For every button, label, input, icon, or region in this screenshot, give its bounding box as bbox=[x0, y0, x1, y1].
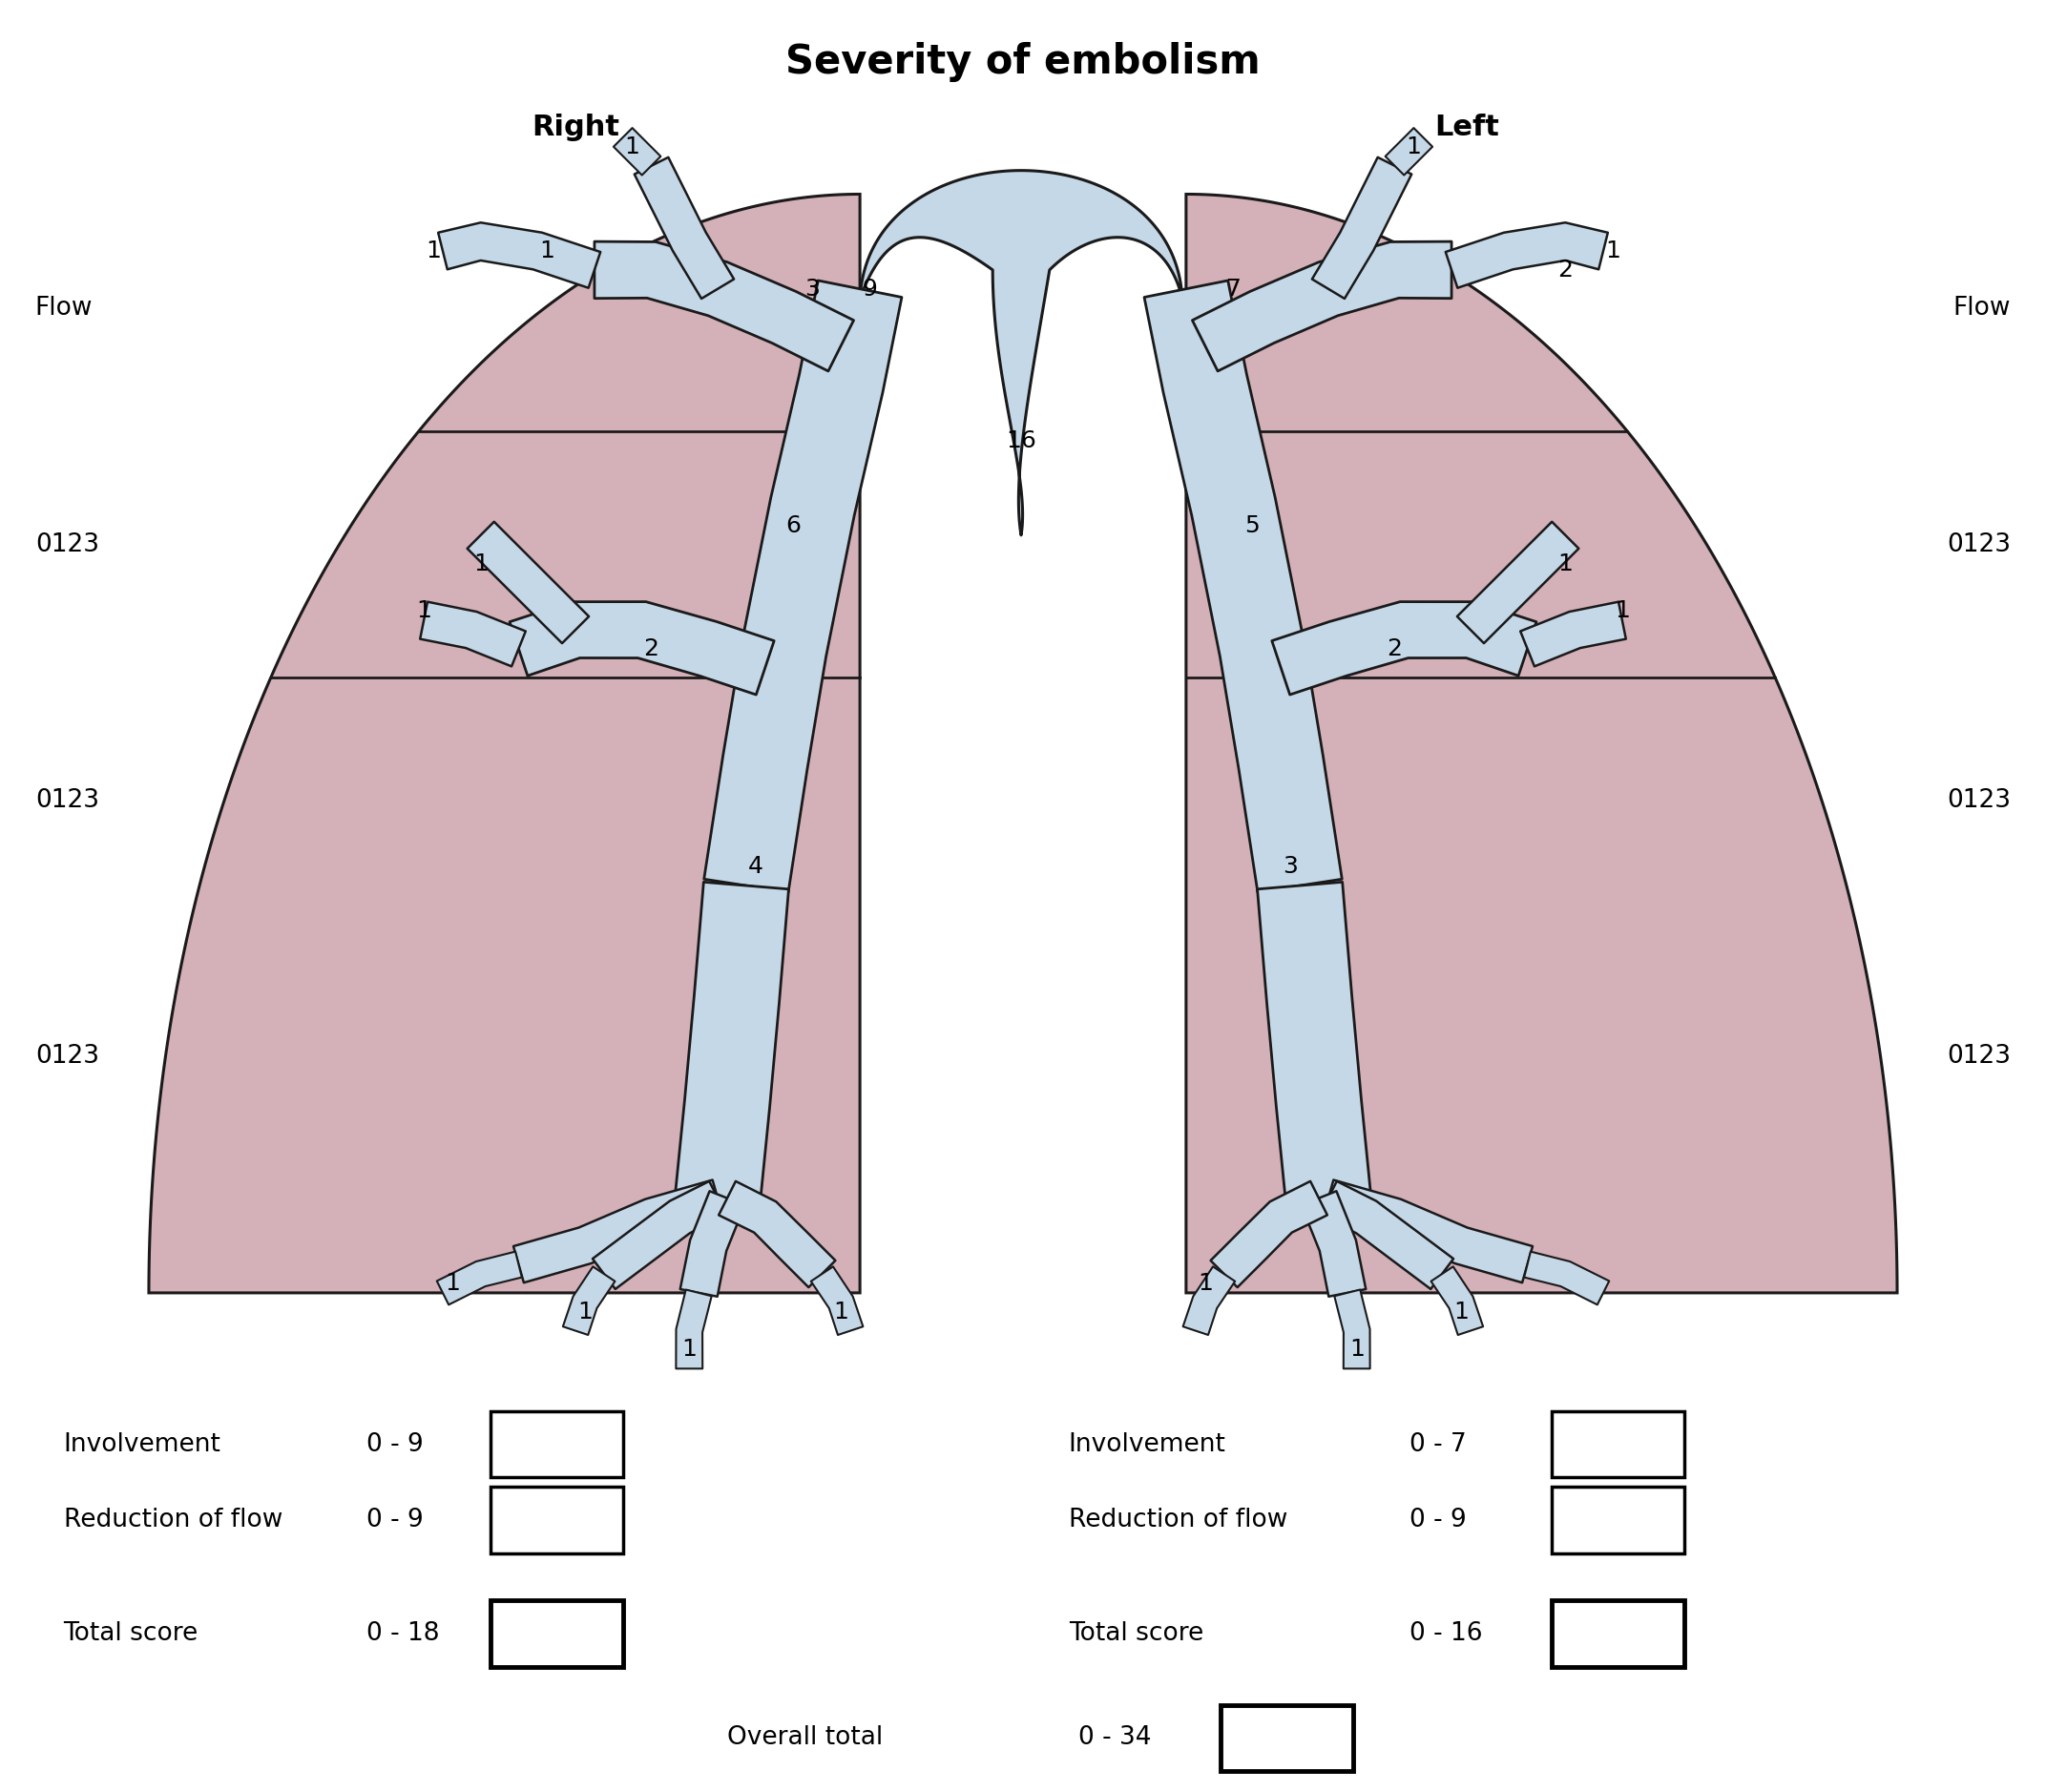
Text: 2: 2 bbox=[644, 638, 659, 659]
Polygon shape bbox=[1211, 1181, 1328, 1287]
Text: 3: 3 bbox=[1283, 855, 1297, 878]
Text: 1: 1 bbox=[833, 1301, 849, 1322]
Polygon shape bbox=[1320, 1181, 1453, 1288]
Polygon shape bbox=[1520, 602, 1627, 667]
Polygon shape bbox=[514, 1179, 722, 1283]
Polygon shape bbox=[1447, 222, 1608, 289]
Polygon shape bbox=[1187, 194, 1897, 1292]
Text: Reduction of flow: Reduction of flow bbox=[63, 1507, 282, 1532]
Polygon shape bbox=[1324, 1179, 1532, 1283]
Polygon shape bbox=[593, 1181, 726, 1288]
Text: 0 - 18: 0 - 18 bbox=[366, 1622, 440, 1647]
Polygon shape bbox=[1385, 127, 1432, 176]
Polygon shape bbox=[675, 1290, 712, 1369]
Text: 6: 6 bbox=[786, 514, 802, 538]
Bar bbox=[491, 1412, 622, 1478]
Text: 2: 2 bbox=[1387, 638, 1402, 659]
Polygon shape bbox=[679, 1192, 745, 1297]
Text: Right: Right bbox=[532, 115, 620, 142]
Polygon shape bbox=[1457, 521, 1580, 643]
Polygon shape bbox=[1258, 882, 1371, 1202]
Text: 1: 1 bbox=[1197, 1272, 1213, 1296]
Text: 0 - 9: 0 - 9 bbox=[366, 1507, 424, 1532]
Text: 4: 4 bbox=[749, 855, 763, 878]
Text: 5: 5 bbox=[1244, 514, 1260, 538]
Polygon shape bbox=[1144, 281, 1342, 892]
Bar bbox=[1553, 1487, 1684, 1554]
Polygon shape bbox=[718, 1181, 835, 1287]
Text: 0123: 0123 bbox=[35, 788, 98, 814]
Bar bbox=[491, 1600, 622, 1667]
Polygon shape bbox=[563, 1267, 616, 1335]
Text: 0 - 16: 0 - 16 bbox=[1410, 1622, 1483, 1647]
Polygon shape bbox=[675, 882, 788, 1202]
Text: 0123: 0123 bbox=[1948, 532, 2011, 557]
Polygon shape bbox=[614, 127, 661, 176]
Text: 1: 1 bbox=[444, 1272, 460, 1296]
Polygon shape bbox=[419, 602, 526, 667]
Text: 1: 1 bbox=[415, 600, 432, 622]
Bar bbox=[1553, 1600, 1684, 1667]
Text: Flow: Flow bbox=[35, 296, 92, 321]
Text: 0123: 0123 bbox=[1948, 1043, 2011, 1068]
Text: 1: 1 bbox=[426, 240, 440, 262]
Text: 2: 2 bbox=[1557, 258, 1573, 281]
Polygon shape bbox=[859, 170, 1183, 536]
Text: 0123: 0123 bbox=[1948, 788, 2011, 814]
Text: 1: 1 bbox=[1606, 240, 1620, 262]
Text: 0 - 9: 0 - 9 bbox=[1410, 1507, 1467, 1532]
Polygon shape bbox=[1301, 1192, 1367, 1297]
Text: 3: 3 bbox=[804, 278, 820, 301]
Polygon shape bbox=[149, 194, 859, 1292]
Polygon shape bbox=[1183, 1267, 1236, 1335]
Text: 1: 1 bbox=[1453, 1301, 1469, 1322]
Text: 1: 1 bbox=[540, 240, 554, 262]
Polygon shape bbox=[438, 1251, 522, 1305]
Text: 0 - 7: 0 - 7 bbox=[1410, 1432, 1467, 1457]
Text: Left: Left bbox=[1434, 115, 1500, 142]
Text: Flow: Flow bbox=[1954, 296, 2011, 321]
Text: 9: 9 bbox=[861, 278, 878, 301]
Polygon shape bbox=[1430, 1267, 1483, 1335]
Polygon shape bbox=[438, 222, 599, 289]
Text: 1: 1 bbox=[577, 1301, 593, 1322]
Polygon shape bbox=[810, 1267, 863, 1335]
Bar bbox=[491, 1487, 622, 1554]
Polygon shape bbox=[1524, 1251, 1608, 1305]
Polygon shape bbox=[1311, 158, 1412, 299]
Text: 16: 16 bbox=[1007, 428, 1037, 452]
Text: Involvement: Involvement bbox=[1068, 1432, 1226, 1457]
Polygon shape bbox=[1193, 242, 1451, 371]
Polygon shape bbox=[509, 602, 773, 695]
Polygon shape bbox=[1334, 1290, 1371, 1369]
Text: Total score: Total score bbox=[63, 1622, 198, 1647]
Text: 0 - 9: 0 - 9 bbox=[366, 1432, 424, 1457]
Text: Severity of embolism: Severity of embolism bbox=[786, 41, 1260, 82]
Text: 1: 1 bbox=[1557, 552, 1573, 575]
Text: Overall total: Overall total bbox=[726, 1726, 884, 1751]
Text: 1: 1 bbox=[1614, 600, 1631, 622]
Text: 7: 7 bbox=[1226, 278, 1242, 301]
Text: 0 - 34: 0 - 34 bbox=[1078, 1726, 1152, 1751]
Text: 0123: 0123 bbox=[35, 1043, 98, 1068]
Polygon shape bbox=[466, 521, 589, 643]
Polygon shape bbox=[704, 281, 902, 892]
Polygon shape bbox=[634, 158, 735, 299]
Text: Total score: Total score bbox=[1068, 1622, 1203, 1647]
Text: 1: 1 bbox=[473, 552, 489, 575]
Text: 0123: 0123 bbox=[35, 532, 98, 557]
Bar bbox=[1219, 1704, 1352, 1770]
Text: Involvement: Involvement bbox=[63, 1432, 221, 1457]
Text: 1: 1 bbox=[681, 1339, 698, 1362]
Text: 1: 1 bbox=[1406, 136, 1422, 158]
Text: 1: 1 bbox=[1348, 1339, 1365, 1362]
Polygon shape bbox=[595, 242, 853, 371]
Text: Reduction of flow: Reduction of flow bbox=[1068, 1507, 1287, 1532]
Bar bbox=[1553, 1412, 1684, 1478]
Polygon shape bbox=[1273, 602, 1537, 695]
Text: 1: 1 bbox=[624, 136, 640, 158]
